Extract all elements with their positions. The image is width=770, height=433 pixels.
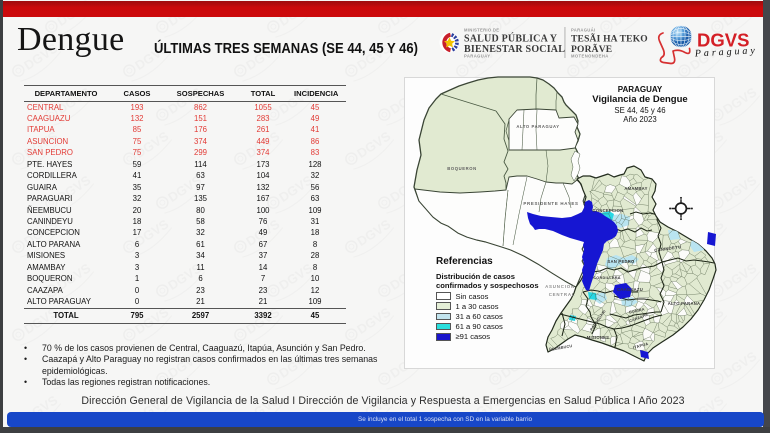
svg-text:CORDILLERA: CORDILLERA — [593, 276, 620, 280]
svg-text:PRESIDENTE HAYES: PRESIDENTE HAYES — [523, 201, 578, 206]
svg-text:BIENESTAR SOCIAL: BIENESTAR SOCIAL — [464, 44, 565, 55]
svg-text:CAAGUAZU: CAAGUAZU — [617, 287, 643, 292]
svg-text:TESÃI HA TEKO: TESÃI HA TEKO — [571, 33, 648, 45]
svg-text:CONCEPCION: CONCEPCION — [593, 208, 624, 213]
svg-text:PARAGUÁI: PARAGUÁI — [571, 28, 595, 33]
svg-text:PARAGUAY: PARAGUAY — [464, 54, 490, 59]
svg-text:ALTO PARANA: ALTO PARANA — [668, 301, 701, 306]
svg-text:CANINDEYU: CANINDEYU — [654, 244, 682, 253]
svg-text:GUAIRA: GUAIRA — [628, 307, 645, 314]
svg-text:MOTENONDEHA: MOTENONDEHA — [571, 54, 609, 59]
svg-text:MISIONES: MISIONES — [587, 335, 609, 340]
svg-text:ASUNCION: ASUNCION — [545, 284, 575, 289]
svg-text:CAAZAPA: CAAZAPA — [629, 313, 649, 324]
svg-text:AMAMBAY: AMAMBAY — [624, 186, 647, 191]
svg-text:BOQUERON: BOQUERON — [447, 166, 476, 171]
svg-text:SAN PEDRO: SAN PEDRO — [607, 259, 635, 264]
svg-text:PORÃVE: PORÃVE — [571, 43, 612, 55]
svg-text:DGVS: DGVS — [697, 30, 749, 51]
svg-text:CENTRAL: CENTRAL — [549, 292, 576, 297]
svg-text:SALUD PÚBLICA Y: SALUD PÚBLICA Y — [464, 33, 558, 45]
svg-text:ITAPUA: ITAPUA — [632, 341, 649, 350]
svg-text:ÑEEMBUCU: ÑEEMBUCU — [549, 343, 573, 352]
svg-text:MINISTERIO DE: MINISTERIO DE — [464, 28, 499, 33]
svg-text:ALTO PARAGUAY: ALTO PARAGUAY — [516, 124, 559, 129]
